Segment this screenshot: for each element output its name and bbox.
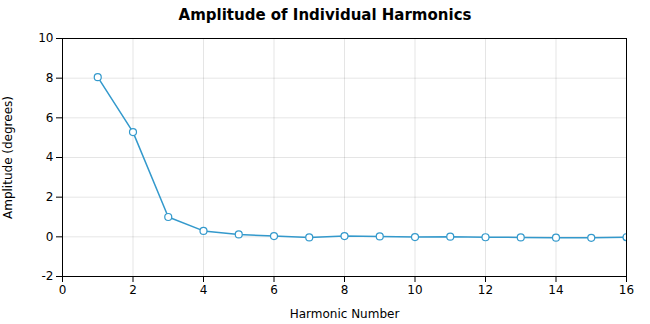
- html-text:Amplitude of Individual Harmon: Amplitude of Individual Harmonics: [178, 6, 472, 24]
- svg-text:16: 16: [619, 283, 634, 297]
- svg-text:2: 2: [129, 283, 137, 297]
- svg-text:6: 6: [46, 111, 54, 125]
- svg-text:8: 8: [46, 71, 54, 85]
- svg-text:0: 0: [59, 283, 67, 297]
- svg-text:4: 4: [46, 150, 54, 164]
- svg-text:Harmonic Number: Harmonic Number: [290, 307, 400, 321]
- svg-text:10: 10: [407, 283, 422, 297]
- svg-text:6: 6: [270, 283, 278, 297]
- svg-text:8: 8: [341, 283, 349, 297]
- svg-text:0: 0: [46, 230, 54, 244]
- svg-text:Amplitude (degrees): Amplitude (degrees): [1, 96, 15, 219]
- svg-text:10: 10: [38, 31, 53, 45]
- svg-text:14: 14: [548, 283, 563, 297]
- svg-text:-2: -2: [42, 269, 54, 283]
- svg-text:12: 12: [478, 283, 493, 297]
- svg-text:4: 4: [200, 283, 208, 297]
- svg-text:2: 2: [46, 190, 54, 204]
